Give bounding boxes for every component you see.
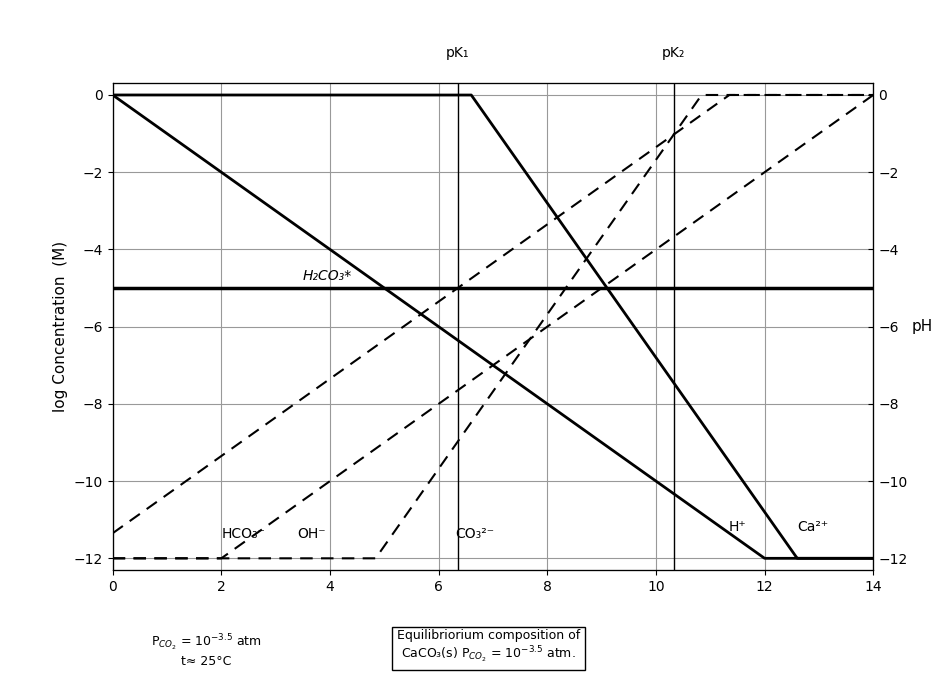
Text: H₂CO₃*: H₂CO₃* — [302, 270, 352, 284]
Text: pK₁: pK₁ — [446, 47, 470, 60]
Text: OH⁻: OH⁻ — [298, 528, 326, 541]
Text: Ca²⁺: Ca²⁺ — [797, 520, 828, 534]
Text: Equilibriorium composition of
CaCO₃(s) P$_{CO_2}$ = 10$^{-3.5}$ atm.: Equilibriorium composition of CaCO₃(s) P… — [396, 629, 580, 665]
Text: pK₂: pK₂ — [662, 47, 685, 60]
Text: pH: pH — [911, 319, 932, 334]
Y-axis label: log Concentration  (M): log Concentration (M) — [54, 241, 69, 412]
Text: H⁺: H⁺ — [729, 520, 747, 534]
Text: P$_{CO_2}$ = 10$^{-3.5}$ atm
t≈ 25°C: P$_{CO_2}$ = 10$^{-3.5}$ atm t≈ 25°C — [151, 632, 262, 668]
Text: CO₃²⁻: CO₃²⁻ — [455, 528, 494, 541]
Text: HCO₃⁻: HCO₃⁻ — [222, 528, 266, 541]
